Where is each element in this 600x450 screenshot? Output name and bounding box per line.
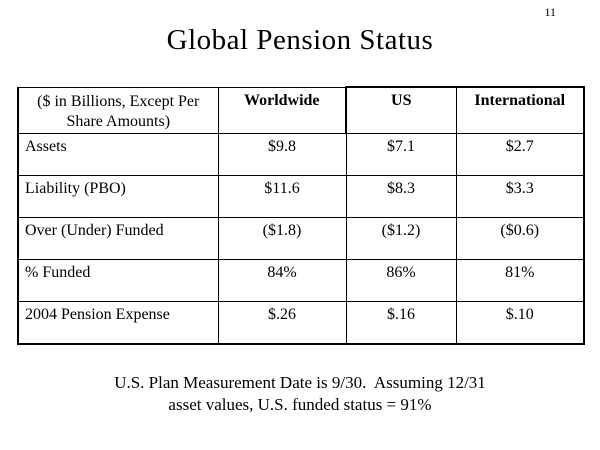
table-header-row: ($ in Billions, Except Per Share Amounts… [17,86,585,135]
cell-value: 84% [217,259,347,303]
cell-value: ($1.8) [217,217,347,261]
column-header-us: US [345,86,457,135]
cell-value: $.10 [455,301,585,345]
unit-note-cell: ($ in Billions, Except Per Share Amounts… [17,86,219,135]
row-label: Assets [17,133,219,177]
table-row: Assets $9.8 $7.1 $2.7 [17,133,585,177]
table-row: 2004 Pension Expense $.26 $.16 $.10 [17,301,585,345]
footer-line-1: U.S. Plan Measurement Date is 9/30. Assu… [114,373,486,392]
cell-value: $7.1 [345,133,457,177]
cell-value: $.16 [345,301,457,345]
page-number: 11 [544,5,556,19]
footer-line-2: asset values, U.S. funded status = 91% [168,395,432,414]
column-header-worldwide: Worldwide [217,86,347,135]
cell-value: $11.6 [217,175,347,219]
row-label: 2004 Pension Expense [17,301,219,345]
table-row: % Funded 84% 86% 81% [17,259,585,303]
pension-status-table: ($ in Billions, Except Per Share Amounts… [17,86,585,345]
cell-value: $9.8 [217,133,347,177]
table-row: Liability (PBO) $11.6 $8.3 $3.3 [17,175,585,219]
table-row: Over (Under) Funded ($1.8) ($1.2) ($0.6) [17,217,585,261]
cell-value: 81% [455,259,585,303]
cell-value: 86% [345,259,457,303]
cell-value: ($0.6) [455,217,585,261]
cell-value: $.26 [217,301,347,345]
row-label: Liability (PBO) [17,175,219,219]
cell-value: $8.3 [345,175,457,219]
row-label: Over (Under) Funded [17,217,219,261]
footer-note: U.S. Plan Measurement Date is 9/30. Assu… [0,372,600,416]
column-header-international: International [455,86,585,135]
cell-value: $3.3 [455,175,585,219]
cell-value: ($1.2) [345,217,457,261]
cell-value: $2.7 [455,133,585,177]
slide-title: Global Pension Status [166,24,434,56]
row-label: % Funded [17,259,219,303]
